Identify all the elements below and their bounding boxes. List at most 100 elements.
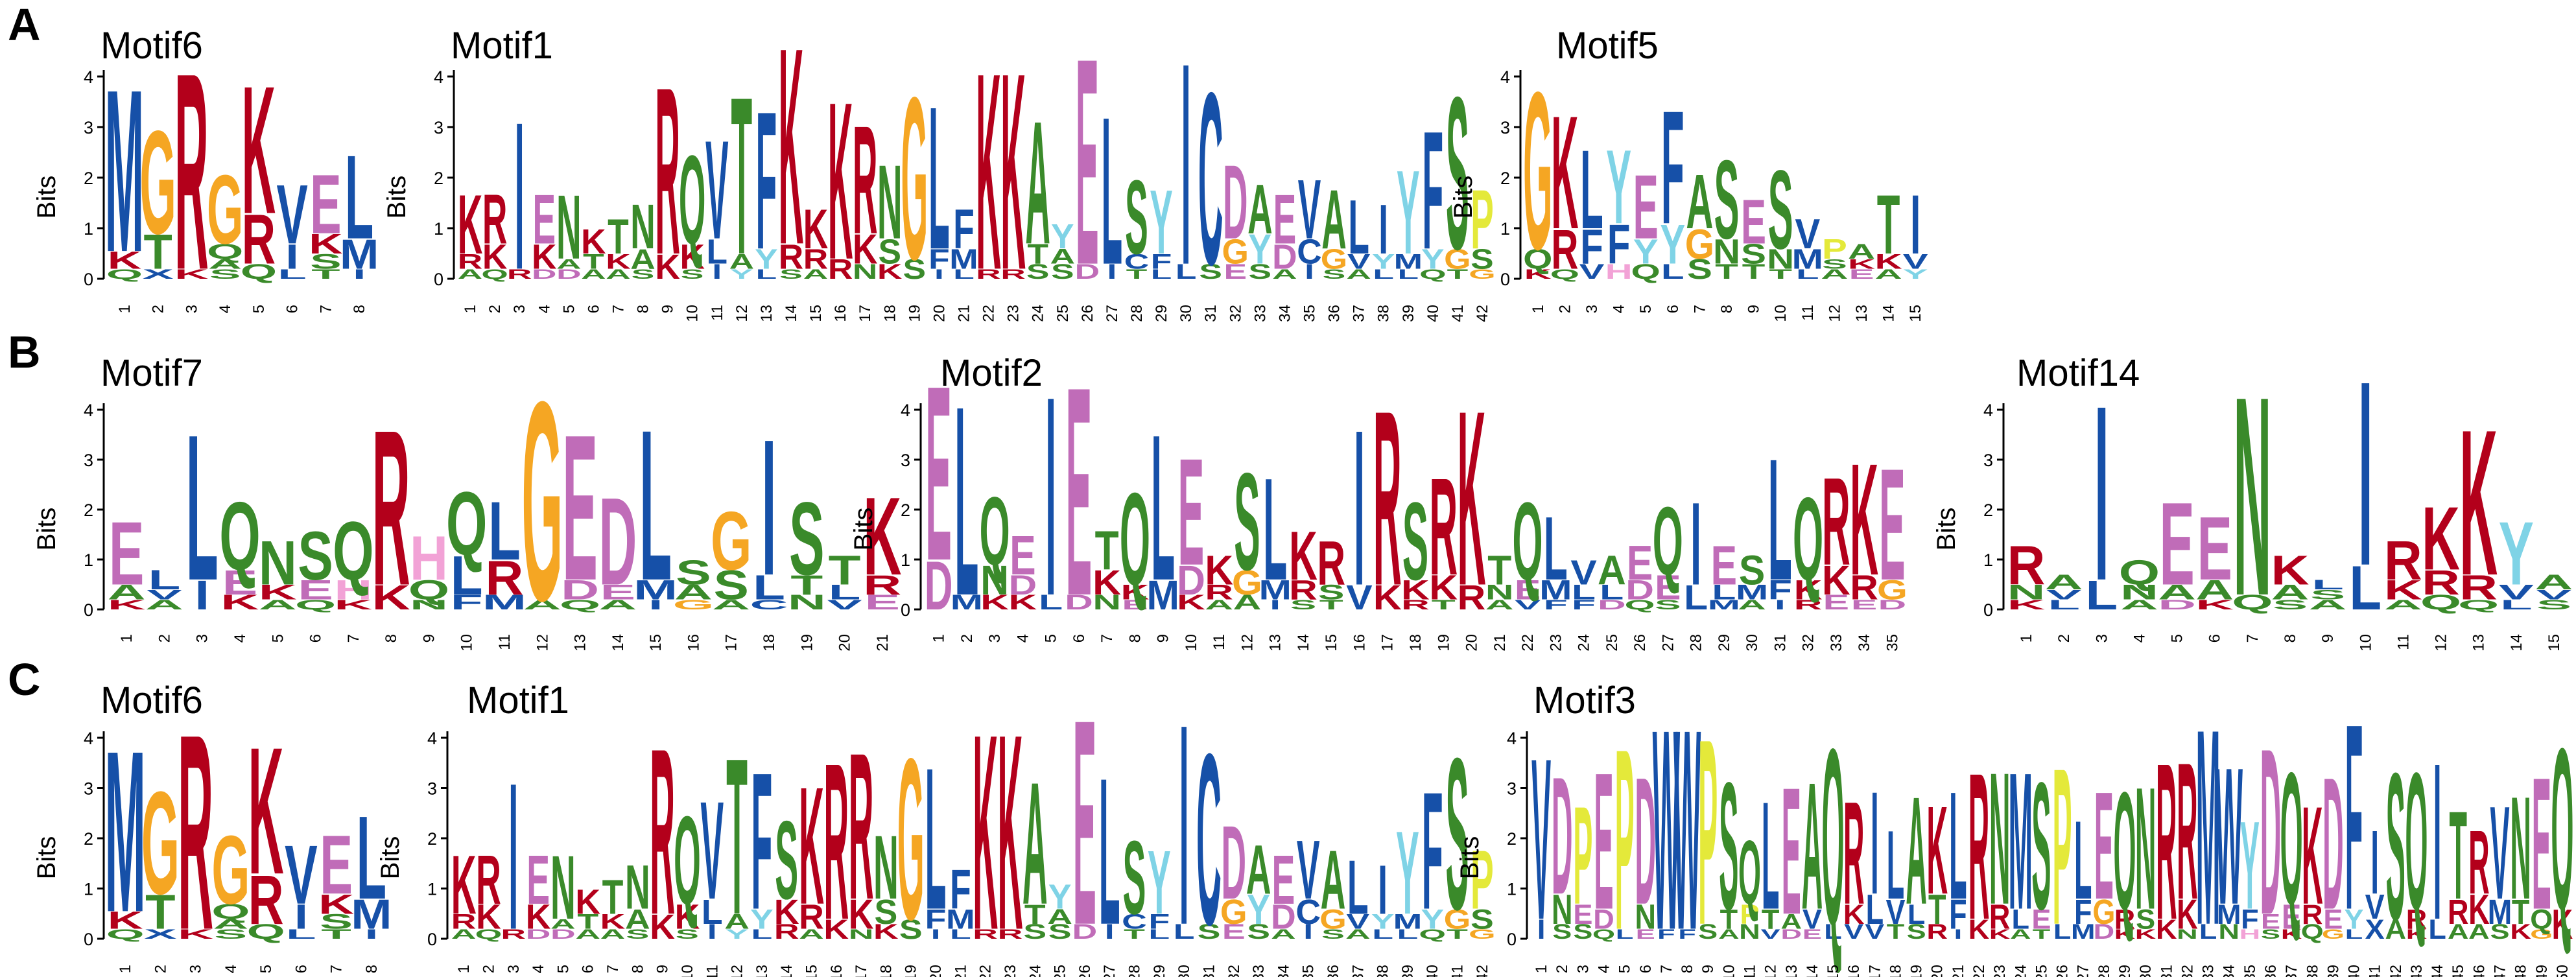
logo-letter-A: A [724, 910, 750, 934]
position-label: 13 [1853, 305, 1871, 322]
logo-letter-R: R [1373, 360, 1402, 638]
position-label: 6 [284, 305, 301, 313]
logo-letter-R: R [1551, 218, 1578, 281]
position-label: 31 [1200, 965, 1218, 977]
position-label: 15 [807, 305, 825, 322]
logo-letter-R: R [1850, 569, 1878, 607]
logo-letter-M: M [1259, 575, 1292, 606]
logo-letter-L: L [1908, 899, 1925, 930]
logo-letter-G: G [1222, 232, 1249, 271]
logo-letter-R: R [655, 38, 679, 304]
logo-letter-S: S [1198, 921, 1221, 944]
position-label: 6 [585, 305, 602, 313]
logo-letter-Q: Q [1592, 926, 1615, 942]
position-label: 6 [1664, 305, 1682, 313]
y-tick-label: 2 [1983, 500, 1993, 520]
logo-letter-C: C [1295, 893, 1321, 932]
y-tick-label: 1 [84, 550, 93, 570]
logo-letter-K: K [973, 677, 998, 977]
y-tick-label: 0 [84, 930, 93, 949]
logo-letter-N: N [2007, 581, 2046, 604]
logo-letter-F: F [2345, 669, 2363, 965]
logo-letter-Q: Q [333, 504, 373, 597]
logo-letter-Y: Y [2345, 904, 2364, 935]
logo-letter-R: R [1401, 597, 1430, 613]
position-label: 13 [1783, 965, 1801, 977]
logo-letter-I: I [648, 597, 663, 613]
logo-letter-Y: Y [1148, 832, 1171, 934]
logo-letter-V: V [2046, 587, 2082, 602]
position-label: 6 [580, 965, 597, 973]
logo-letter-I: I [931, 926, 941, 942]
logo-letter-K: K [863, 475, 901, 598]
position-label: 48 [2512, 965, 2530, 977]
logo-letter-E: E [562, 391, 597, 624]
y-axis-label: Bits [32, 176, 61, 219]
logo-letter-A: A [799, 926, 824, 942]
position-label: 33 [1251, 305, 1269, 322]
position-label: 9 [2319, 634, 2337, 642]
position-label: 11 [1741, 965, 1758, 977]
logo-letter-S: S [1714, 137, 1740, 263]
logo-letter-S: S [789, 480, 824, 596]
logo-letter-S: S [1446, 713, 1469, 955]
logo-letter-L: L [751, 926, 772, 942]
position-label: 40 [1424, 965, 1441, 977]
logo-letter-Y: Y [1421, 244, 1445, 275]
logo-letter-Q: Q [446, 474, 487, 574]
logo-letter-Q: Q [295, 597, 336, 613]
y-axis [1997, 403, 2005, 611]
logo-letter-A: A [2010, 926, 2031, 942]
logo-letter-G: G [1321, 244, 1347, 275]
logo-letter-K: K [998, 677, 1023, 977]
logo-letter-D: D [1177, 558, 1205, 604]
logo-letter-A: A [1321, 173, 1346, 267]
logo-letter-L: L [953, 266, 975, 282]
logo-letter-R: R [451, 910, 477, 934]
position-label: 34 [1275, 965, 1292, 977]
position-label: 1 [118, 634, 136, 642]
logo-letter-D: D [1552, 743, 1572, 930]
logo-letter-A: A [2158, 581, 2196, 604]
y-tick-label: 3 [901, 451, 910, 470]
logo-letter-Q: Q [1523, 244, 1552, 275]
y-tick-label: 2 [84, 169, 93, 188]
logo-letter-K: K [2422, 489, 2460, 589]
position-label: 40 [2346, 965, 2363, 977]
y-axis [97, 70, 105, 280]
logo-letter-T: T [1877, 178, 1900, 272]
logo-letter-I: I [364, 926, 378, 941]
logo-letter-R: R [1289, 575, 1318, 606]
position-label: 30 [2137, 965, 2155, 977]
position-label: 45 [2450, 965, 2467, 977]
position-label: 23 [1005, 305, 1022, 322]
logo-letter-Q: Q [211, 900, 250, 923]
logo-letter-S: S [2031, 746, 2051, 947]
logo-letter-E: E [526, 842, 550, 919]
logo-letter-K: K [1009, 591, 1037, 615]
position-label: 20 [836, 634, 854, 652]
logo-letter-L: L [1544, 498, 1568, 599]
logo-letter-N: N [1635, 897, 1657, 937]
sequence-logo-motif6: Motif6Bits01234QKM1XTG2KR3SAQG4QRK5LIV6T… [32, 14, 379, 328]
logo-letter-I: I [1871, 760, 1879, 925]
position-label: 8 [1126, 634, 1144, 642]
sequence-logo-motif1: Motif1Bits01234ARK1QKR2RI3DKE4DAN5ATK6AK… [383, 0, 1496, 329]
logo-letter-K: K [372, 578, 410, 617]
y-tick-label: 2 [84, 500, 93, 520]
logo-letter-X: X [144, 926, 177, 941]
logo-letter-K: K [655, 248, 680, 287]
logo-letter-L: L [1866, 886, 1884, 933]
position-label: 29 [1153, 305, 1170, 322]
logo-letter-Q: Q [481, 266, 508, 282]
logo-letter-L: L [1616, 926, 1633, 942]
y-axis-label: Bits [383, 176, 411, 219]
y-axis [441, 731, 449, 940]
position-label: 22 [1519, 634, 1537, 652]
position-label: 44 [2429, 965, 2446, 977]
logo-letter-Y: Y [1247, 886, 1270, 933]
logo-letter-T: T [1720, 904, 1738, 935]
logo-letter-E: E [1178, 427, 1204, 597]
logo-letter-D: D [561, 574, 599, 606]
logo-letter-R: R [976, 266, 1000, 282]
